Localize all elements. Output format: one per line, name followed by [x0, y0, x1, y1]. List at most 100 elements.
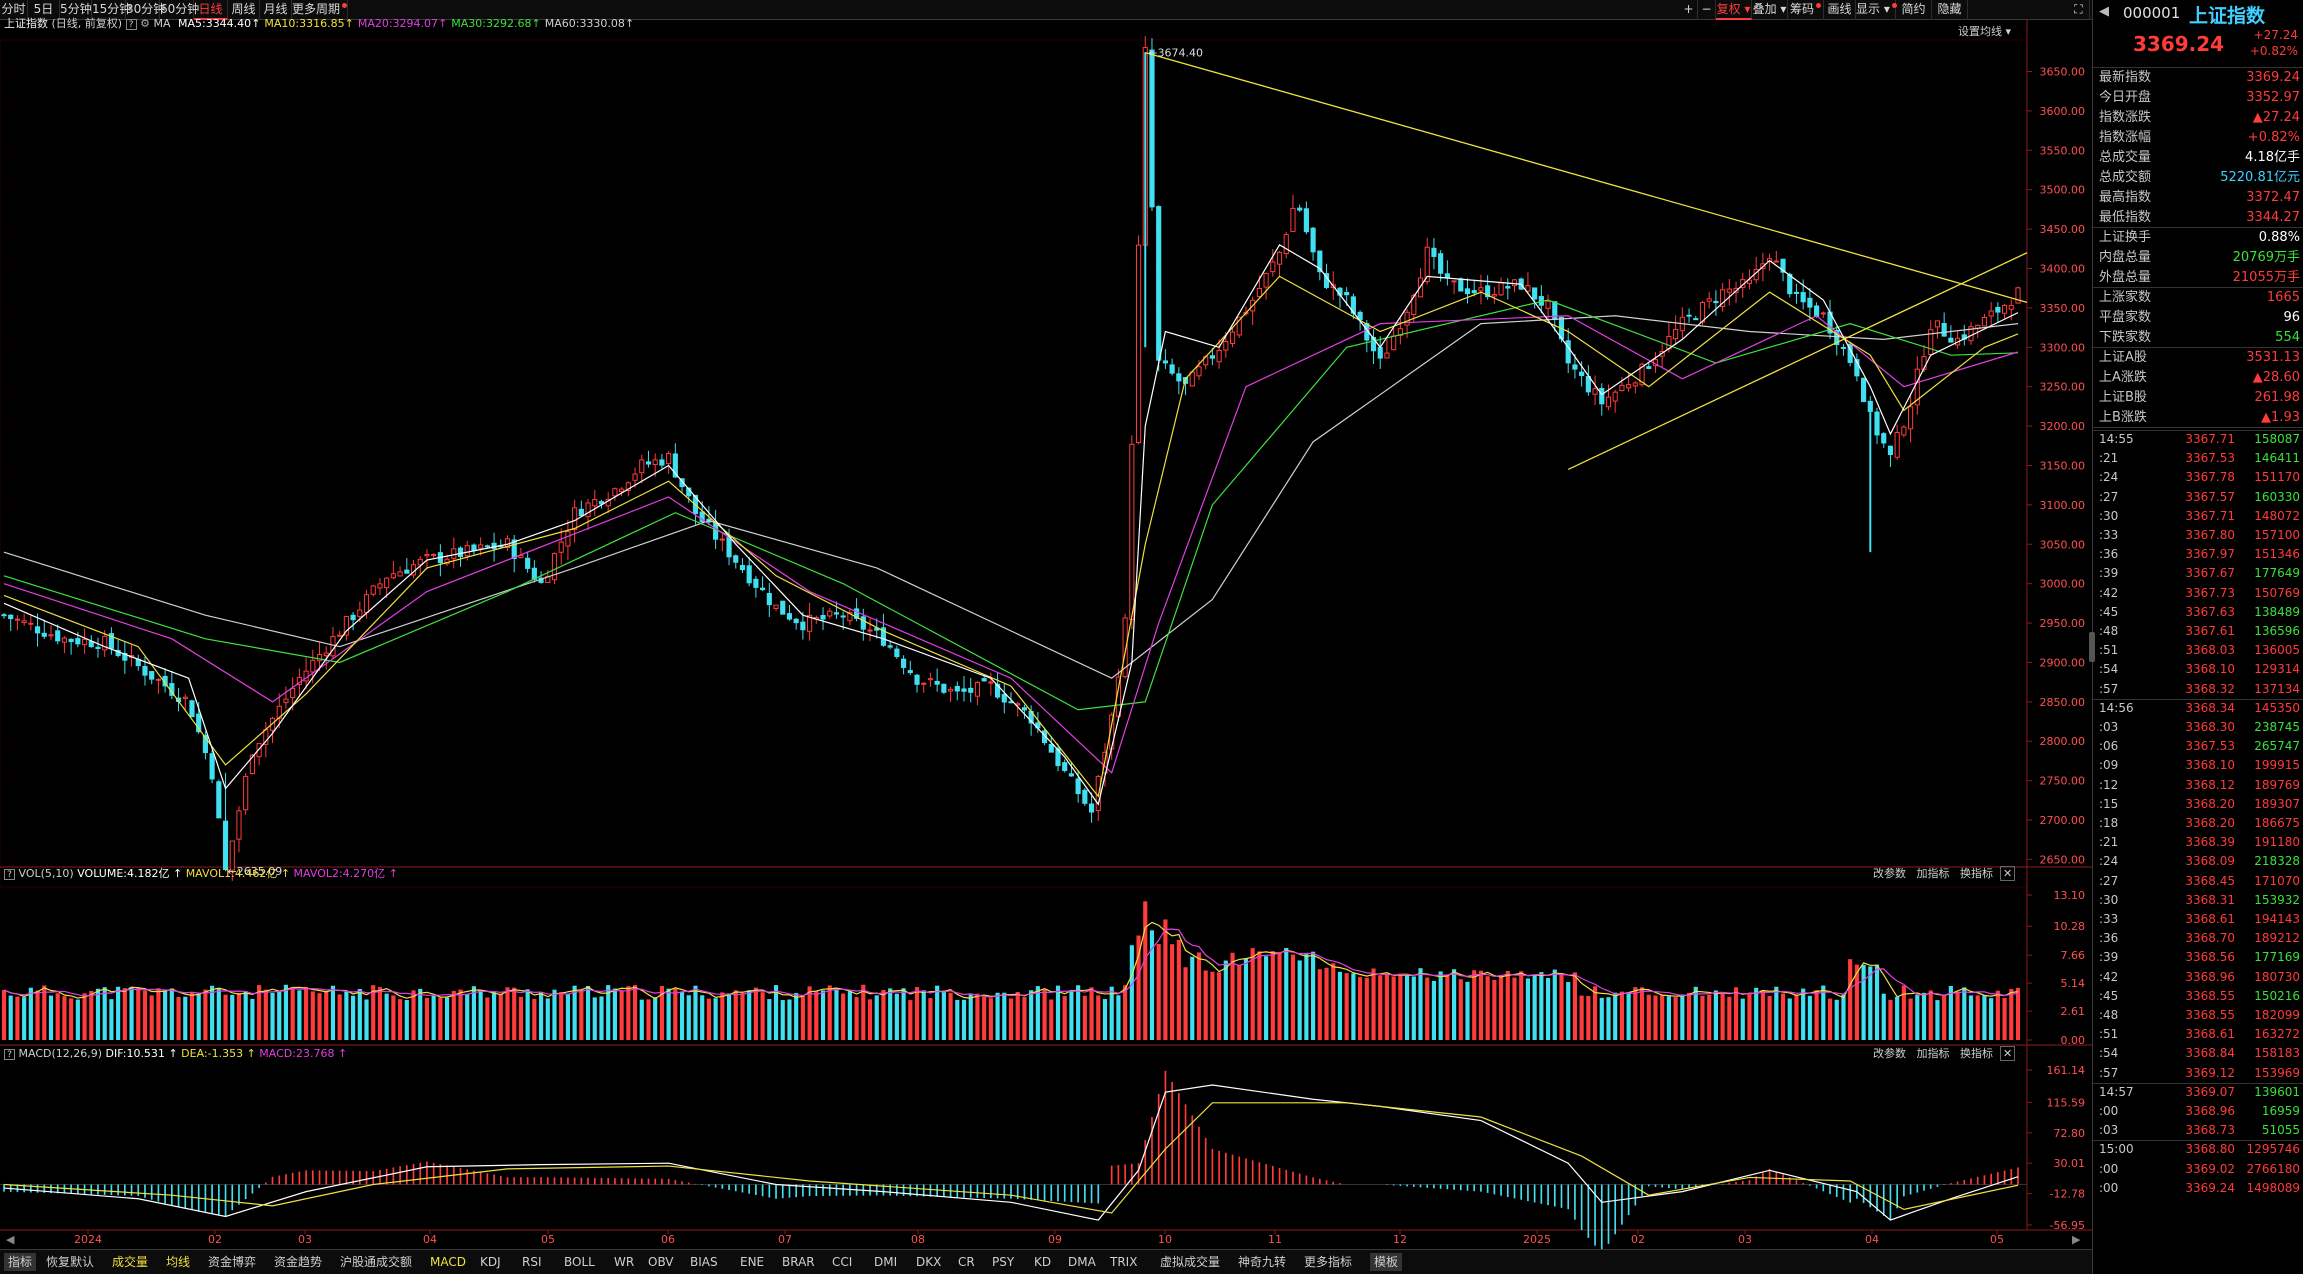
- candle-body: [652, 459, 658, 466]
- quote-key: 内盘总量: [2099, 250, 2152, 265]
- edit-params-button[interactable]: 改参数: [1873, 867, 1906, 880]
- indicator-tab[interactable]: TRIX: [1110, 1255, 1138, 1269]
- indicator-tab[interactable]: BIAS: [690, 1255, 718, 1269]
- indicator-tab[interactable]: WR: [614, 1255, 635, 1269]
- volume-bar: [700, 995, 705, 1040]
- tick-row: :48 3368.55 182099: [2093, 1006, 2303, 1025]
- candle-body: [1874, 411, 1880, 436]
- indicator-tab[interactable]: BOLL: [564, 1255, 595, 1269]
- kline-chart[interactable]: 3650.00 3600.00 3550.00 3500.00 3450.00 3400.…: [0, 20, 2092, 1249]
- edit-params-button[interactable]: 改参数: [1873, 1047, 1906, 1060]
- indicator-tab[interactable]: 模板: [1370, 1253, 1403, 1271]
- tick-row: :42 3368.96 180730: [2093, 968, 2303, 987]
- toolbar-button[interactable]: 复权 ▾: [1716, 0, 1752, 20]
- indicator-tab[interactable]: MACD: [430, 1255, 466, 1269]
- volume-bar: [69, 998, 74, 1040]
- quote-key: 上B涨跌: [2099, 410, 2147, 425]
- candle-body: [1572, 364, 1578, 370]
- volume-bar: [982, 997, 987, 1040]
- period-tab[interactable]: 周线: [228, 0, 260, 20]
- period-tab[interactable]: 15分钟: [92, 0, 131, 20]
- indicator-tab[interactable]: 更多指标: [1304, 1255, 1353, 1269]
- tick-time: :54: [2099, 1046, 2119, 1061]
- scroll-left-icon[interactable]: ◀: [6, 1233, 15, 1246]
- volume-bar: [1331, 963, 1336, 1040]
- close-icon[interactable]: ✕: [2000, 1046, 2016, 1061]
- indicator-tab[interactable]: DKX: [916, 1255, 942, 1269]
- fullscreen-icon[interactable]: ⛶: [2068, 0, 2090, 20]
- volume-bar: [1613, 992, 1618, 1040]
- indicator-tab[interactable]: KDJ: [480, 1255, 501, 1269]
- period-tab[interactable]: 5日: [28, 0, 60, 20]
- indicator-tab[interactable]: DMA: [1068, 1255, 1096, 1269]
- help-icon[interactable]: ?: [125, 19, 137, 30]
- candle-body: [1887, 445, 1894, 456]
- scroll-right-icon[interactable]: ▶: [2072, 1233, 2081, 1246]
- indicator-tab[interactable]: 沪股通成交额: [340, 1255, 413, 1269]
- volume-bar: [1418, 968, 1423, 1040]
- toolbar-button[interactable]: 显示 ▾: [1856, 0, 1897, 20]
- toolbar-button[interactable]: 筹码: [1788, 0, 1824, 20]
- tick-price: 3367.67: [2185, 566, 2235, 581]
- candle-body: [518, 555, 524, 559]
- indicator-tab[interactable]: 资金趋势: [274, 1255, 323, 1269]
- toolbar-button[interactable]: 画线: [1824, 0, 1856, 20]
- add-indicator-button[interactable]: 加指标: [1916, 1047, 1950, 1060]
- indicator-tab[interactable]: DMI: [874, 1255, 898, 1269]
- candle-body: [1968, 326, 1974, 342]
- indicator-tab[interactable]: PSY: [992, 1255, 1015, 1269]
- minus-icon[interactable]: −: [1698, 0, 1716, 20]
- candle-body: [1149, 49, 1155, 208]
- indicator-tab[interactable]: CR: [958, 1255, 975, 1269]
- indicator-tab[interactable]: 均线: [166, 1255, 191, 1269]
- indicator-tab[interactable]: OBV: [648, 1255, 674, 1269]
- notify-dot: [342, 3, 348, 8]
- indicator-tab[interactable]: BRAR: [782, 1255, 815, 1269]
- volume-bar: [1968, 995, 1974, 1040]
- volume-bar: [1633, 987, 1638, 1040]
- indicator-tab[interactable]: 恢复默认: [46, 1255, 95, 1269]
- period-tab[interactable]: 分时: [0, 0, 28, 20]
- volume-bar: [579, 989, 584, 1040]
- vol-tick-label: 2.61: [2061, 1005, 2086, 1018]
- tick-time: 14:56: [2099, 700, 2134, 715]
- switch-indicator-button[interactable]: 换指标: [1960, 1047, 1993, 1060]
- help-icon[interactable]: ?: [4, 1049, 15, 1060]
- period-tab[interactable]: 30分钟: [126, 0, 165, 20]
- toolbar-button[interactable]: 简约: [1896, 0, 1932, 20]
- indicator-tab[interactable]: KD: [1034, 1255, 1052, 1269]
- period-tab[interactable]: 60分钟: [160, 0, 199, 20]
- switch-indicator-button[interactable]: 换指标: [1960, 867, 1993, 880]
- tick-price: 3367.78: [2185, 470, 2235, 485]
- x-tick-label: 10: [1158, 1233, 1172, 1246]
- period-tab[interactable]: 日线: [194, 0, 228, 20]
- ma-setting-button[interactable]: 设置均线 ▾: [1958, 25, 2012, 38]
- period-tab[interactable]: 5分钟: [60, 0, 92, 20]
- indicator-tab[interactable]: 虚拟成交量: [1160, 1255, 1221, 1269]
- indicator-tab[interactable]: 神奇九转: [1238, 1255, 1287, 1269]
- indicator-tab[interactable]: 指标: [4, 1253, 37, 1271]
- indicator-tab[interactable]: ENE: [740, 1255, 765, 1269]
- candle-body: [236, 810, 242, 840]
- indicator-tab[interactable]: CCI: [832, 1255, 853, 1269]
- add-indicator-button[interactable]: 加指标: [1916, 867, 1950, 880]
- plus-icon[interactable]: +: [1680, 0, 1698, 20]
- volume-bar: [1566, 982, 1571, 1040]
- toolbar-button[interactable]: 隐藏: [1932, 0, 1968, 20]
- toolbar-button[interactable]: 叠加 ▾: [1752, 0, 1788, 20]
- volume-bar: [1022, 997, 1027, 1040]
- tick-row: :45 3368.55 150216: [2093, 987, 2303, 1006]
- indicator-tab[interactable]: 成交量: [112, 1255, 149, 1269]
- gear-icon[interactable]: ⚙: [140, 17, 150, 30]
- help-icon[interactable]: ?: [4, 869, 15, 880]
- period-tab[interactable]: 月线: [260, 0, 292, 20]
- scroll-handle[interactable]: [2089, 632, 2095, 662]
- chevron-left-icon[interactable]: ◀: [2099, 4, 2109, 19]
- period-tab[interactable]: 更多周期: [292, 0, 348, 20]
- close-icon[interactable]: ✕: [2000, 866, 2016, 881]
- candle-body: [525, 557, 531, 569]
- indicator-tab[interactable]: 资金博弈: [208, 1255, 257, 1269]
- tick-volume: 16959: [2261, 1104, 2300, 1118]
- indicator-tab[interactable]: RSI: [522, 1255, 542, 1269]
- volume-bar: [827, 985, 832, 1040]
